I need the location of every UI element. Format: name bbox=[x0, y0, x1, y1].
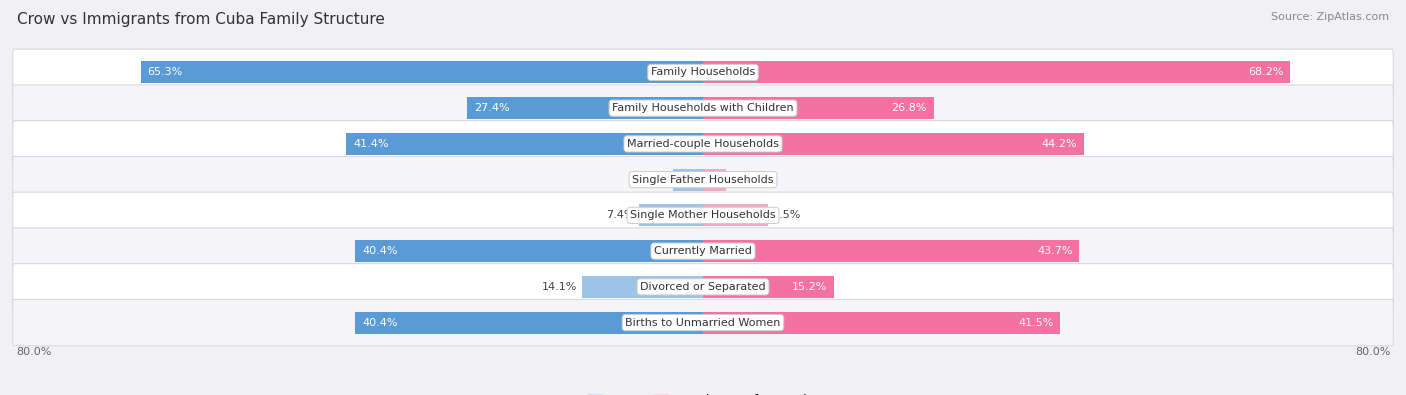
Text: 43.7%: 43.7% bbox=[1038, 246, 1073, 256]
Bar bbox=[703, 97, 934, 119]
Text: 40.4%: 40.4% bbox=[361, 318, 398, 327]
Text: Family Households with Children: Family Households with Children bbox=[612, 103, 794, 113]
Text: 80.0%: 80.0% bbox=[15, 347, 51, 357]
Bar bbox=[467, 97, 703, 119]
Bar bbox=[703, 240, 1080, 262]
FancyBboxPatch shape bbox=[13, 156, 1393, 203]
Text: 14.1%: 14.1% bbox=[541, 282, 578, 292]
FancyBboxPatch shape bbox=[13, 228, 1393, 275]
Text: 3.5%: 3.5% bbox=[640, 175, 669, 184]
FancyBboxPatch shape bbox=[13, 120, 1393, 167]
Text: Source: ZipAtlas.com: Source: ZipAtlas.com bbox=[1271, 12, 1389, 22]
FancyBboxPatch shape bbox=[13, 299, 1393, 346]
Text: 2.7%: 2.7% bbox=[731, 175, 759, 184]
Text: 41.4%: 41.4% bbox=[353, 139, 389, 149]
Text: Crow vs Immigrants from Cuba Family Structure: Crow vs Immigrants from Cuba Family Stru… bbox=[17, 12, 385, 27]
Bar bbox=[673, 169, 703, 191]
Text: 7.4%: 7.4% bbox=[606, 211, 636, 220]
Text: 40.4%: 40.4% bbox=[361, 246, 398, 256]
Text: Divorced or Separated: Divorced or Separated bbox=[640, 282, 766, 292]
Text: Currently Married: Currently Married bbox=[654, 246, 752, 256]
Legend: Crow, Immigrants from Cuba: Crow, Immigrants from Cuba bbox=[586, 394, 820, 395]
Text: 7.5%: 7.5% bbox=[772, 211, 800, 220]
Text: Family Households: Family Households bbox=[651, 68, 755, 77]
Text: Single Father Households: Single Father Households bbox=[633, 175, 773, 184]
Bar bbox=[703, 61, 1291, 83]
Text: Births to Unmarried Women: Births to Unmarried Women bbox=[626, 318, 780, 327]
FancyBboxPatch shape bbox=[13, 192, 1393, 239]
FancyBboxPatch shape bbox=[13, 263, 1393, 310]
Text: 44.2%: 44.2% bbox=[1040, 139, 1077, 149]
Bar bbox=[141, 61, 703, 83]
Text: 26.8%: 26.8% bbox=[891, 103, 927, 113]
Text: 68.2%: 68.2% bbox=[1249, 68, 1284, 77]
Bar bbox=[703, 133, 1084, 155]
Text: 27.4%: 27.4% bbox=[474, 103, 509, 113]
Text: Single Mother Households: Single Mother Households bbox=[630, 211, 776, 220]
Bar bbox=[346, 133, 703, 155]
Text: 15.2%: 15.2% bbox=[792, 282, 827, 292]
Bar bbox=[582, 276, 703, 298]
Bar bbox=[703, 169, 727, 191]
Bar bbox=[703, 276, 834, 298]
Bar bbox=[356, 312, 703, 334]
Bar bbox=[356, 240, 703, 262]
Text: 65.3%: 65.3% bbox=[148, 68, 183, 77]
Text: 80.0%: 80.0% bbox=[1355, 347, 1391, 357]
FancyBboxPatch shape bbox=[13, 85, 1393, 132]
FancyBboxPatch shape bbox=[13, 49, 1393, 96]
Bar bbox=[703, 204, 768, 226]
Bar bbox=[640, 204, 703, 226]
Text: 41.5%: 41.5% bbox=[1018, 318, 1053, 327]
Bar bbox=[703, 312, 1060, 334]
Text: Married-couple Households: Married-couple Households bbox=[627, 139, 779, 149]
